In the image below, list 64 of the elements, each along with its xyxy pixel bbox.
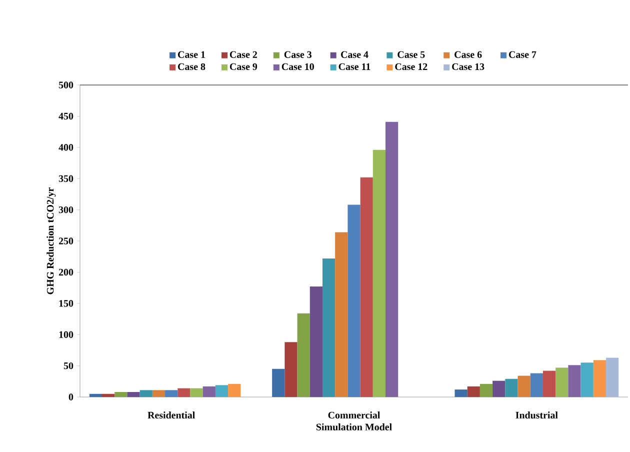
y-tick-label: 300 — [58, 206, 74, 214]
legend-label: Case 4 — [341, 51, 368, 58]
y-tick-label: 450 — [58, 112, 74, 120]
bar — [215, 385, 228, 397]
bar — [593, 360, 606, 397]
x-tick-label: Industrial — [516, 412, 558, 419]
bar — [480, 384, 493, 397]
bar — [518, 376, 530, 397]
bar — [202, 386, 216, 397]
y-tick-label: 50 — [64, 362, 74, 370]
bar — [505, 378, 518, 397]
bar — [542, 370, 556, 397]
y-tick-label: 500 — [58, 82, 74, 88]
bar — [127, 392, 140, 397]
x-axis-title: Simulation Model — [316, 423, 392, 430]
bar — [228, 384, 241, 397]
legend-label: Case 6 — [454, 51, 482, 58]
bar — [386, 122, 398, 397]
y-tick-label: 0 — [68, 394, 74, 400]
bar — [360, 177, 373, 397]
bar — [335, 232, 348, 397]
x-tick-label: Commercial — [328, 412, 380, 419]
legend-label: Case 2 — [230, 51, 257, 58]
bar — [190, 388, 203, 397]
bar — [297, 313, 310, 397]
legend-label: Case 11 — [338, 63, 370, 70]
x-tick-label: Residential — [148, 412, 195, 419]
y-tick-label: 250 — [58, 238, 74, 244]
legend-label: Case 5 — [398, 51, 425, 58]
bar — [467, 386, 480, 397]
bar — [272, 368, 285, 397]
bar — [140, 390, 152, 397]
bar — [556, 368, 568, 397]
y-tick-label: 350 — [58, 175, 74, 182]
y-tick-label: 150 — [59, 300, 74, 307]
bar — [178, 388, 190, 397]
legend-label: Case 7 — [508, 51, 536, 58]
bar — [114, 392, 128, 397]
bar — [372, 150, 386, 397]
bar — [530, 373, 543, 397]
legend-label: Case 10 — [282, 63, 314, 70]
legend-label: Case 12 — [395, 63, 428, 70]
bar — [348, 204, 360, 397]
bar — [284, 342, 298, 397]
y-tick-label: 200 — [58, 268, 74, 276]
bar — [580, 362, 594, 397]
bar — [89, 394, 102, 397]
bar — [454, 390, 468, 397]
bar — [165, 390, 178, 397]
legend-label: Case 9 — [230, 63, 258, 70]
legend-label: Case 1 — [178, 51, 205, 58]
bar — [606, 358, 619, 397]
legend-label: Case 8 — [178, 63, 206, 70]
y-axis-title: GHG Reduction tCO2/yr — [46, 188, 56, 294]
bar — [152, 390, 166, 397]
legend-label: Case 3 — [284, 51, 312, 58]
y-tick-label: 400 — [58, 144, 74, 151]
bar — [568, 365, 581, 397]
bar — [322, 258, 336, 397]
bar — [102, 394, 115, 397]
bar — [492, 380, 506, 397]
legend-label: Case 13 — [452, 63, 484, 70]
bar — [310, 286, 322, 397]
y-tick-label: 100 — [59, 331, 74, 338]
